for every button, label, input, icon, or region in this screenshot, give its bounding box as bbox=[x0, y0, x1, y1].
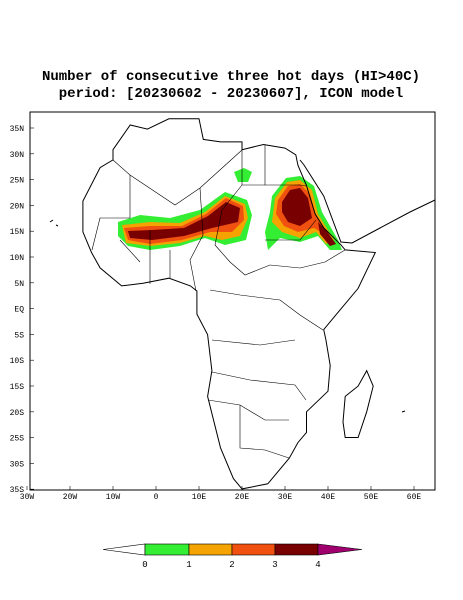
shade-4 bbox=[318, 222, 336, 246]
colorbar-bin bbox=[231, 543, 276, 556]
map-frame bbox=[29, 111, 436, 491]
lat-label: 20S bbox=[10, 409, 25, 418]
lat-labels: 35N 30N 25N 20N 15N 10N 5N EQ 5S 10S 15S 20S 25S 30S 3… bbox=[10, 125, 34, 495]
colorbar-bin bbox=[144, 543, 190, 556]
lon-label: 50E bbox=[364, 493, 379, 502]
lon-label: 10W bbox=[106, 493, 121, 502]
madagascar-coast bbox=[342, 369, 374, 438]
lat-label: 35N bbox=[10, 125, 25, 134]
shade-4 bbox=[128, 202, 240, 240]
colorbar-bin bbox=[274, 543, 319, 556]
title-line: Number of consecutive three hot days (HI… bbox=[42, 69, 420, 85]
colorbar-label: 0 bbox=[142, 560, 147, 570]
shade-4 bbox=[282, 188, 312, 226]
lon-labels: 30W 20W 10W 0 10E 20E 30E 40E 50E 60E bbox=[20, 486, 422, 502]
lon-label: 30E bbox=[278, 493, 293, 502]
lon-label: 0 bbox=[154, 493, 159, 502]
lat-label: 10S bbox=[10, 357, 25, 366]
colorbar-labels: 0 1 2 3 4 bbox=[142, 560, 320, 570]
lon-label: 10E bbox=[192, 493, 207, 502]
lat-label: 15S bbox=[10, 383, 25, 392]
lon-label: 60E bbox=[407, 493, 422, 502]
colorbar-low bbox=[102, 543, 146, 556]
colorbar-label: 3 bbox=[272, 560, 277, 570]
colorbar-label: 1 bbox=[186, 560, 191, 570]
lon-label: 30W bbox=[20, 493, 35, 502]
colorbar: 0 1 2 3 4 bbox=[102, 543, 363, 570]
lat-label: 10N bbox=[10, 254, 25, 263]
islands bbox=[49, 219, 406, 413]
lat-label: 5N bbox=[14, 280, 24, 289]
lat-label: 15N bbox=[10, 228, 25, 237]
title-line: period: [20230602 - 20230607], ICON mode… bbox=[59, 86, 403, 102]
map: 35N 30N 25N 20N 15N 10N 5N EQ 5S 10S 15S 20S 25S 30S 3… bbox=[10, 111, 436, 502]
lat-label: 35S bbox=[10, 486, 25, 495]
heat-shading bbox=[118, 168, 342, 250]
lat-label: EQ bbox=[14, 306, 24, 315]
africa-coast bbox=[82, 118, 377, 490]
lat-label: 20N bbox=[10, 202, 25, 211]
lon-label: 20W bbox=[63, 493, 78, 502]
colorbar-label: 2 bbox=[229, 560, 234, 570]
shade-1 bbox=[234, 168, 252, 182]
lat-label: 25N bbox=[10, 177, 25, 186]
lat-label: 30N bbox=[10, 151, 25, 160]
colorbar-label: 4 bbox=[315, 560, 320, 570]
borders bbox=[91, 145, 346, 459]
lon-label: 40E bbox=[321, 493, 336, 502]
colorbar-high bbox=[317, 543, 363, 556]
lat-label: 25S bbox=[10, 435, 25, 444]
lat-label: 30S bbox=[10, 460, 25, 469]
lon-label: 20E bbox=[235, 493, 250, 502]
arabia-coast bbox=[299, 159, 436, 244]
lat-label: 5S bbox=[14, 331, 24, 340]
colorbar-bin bbox=[188, 543, 233, 556]
